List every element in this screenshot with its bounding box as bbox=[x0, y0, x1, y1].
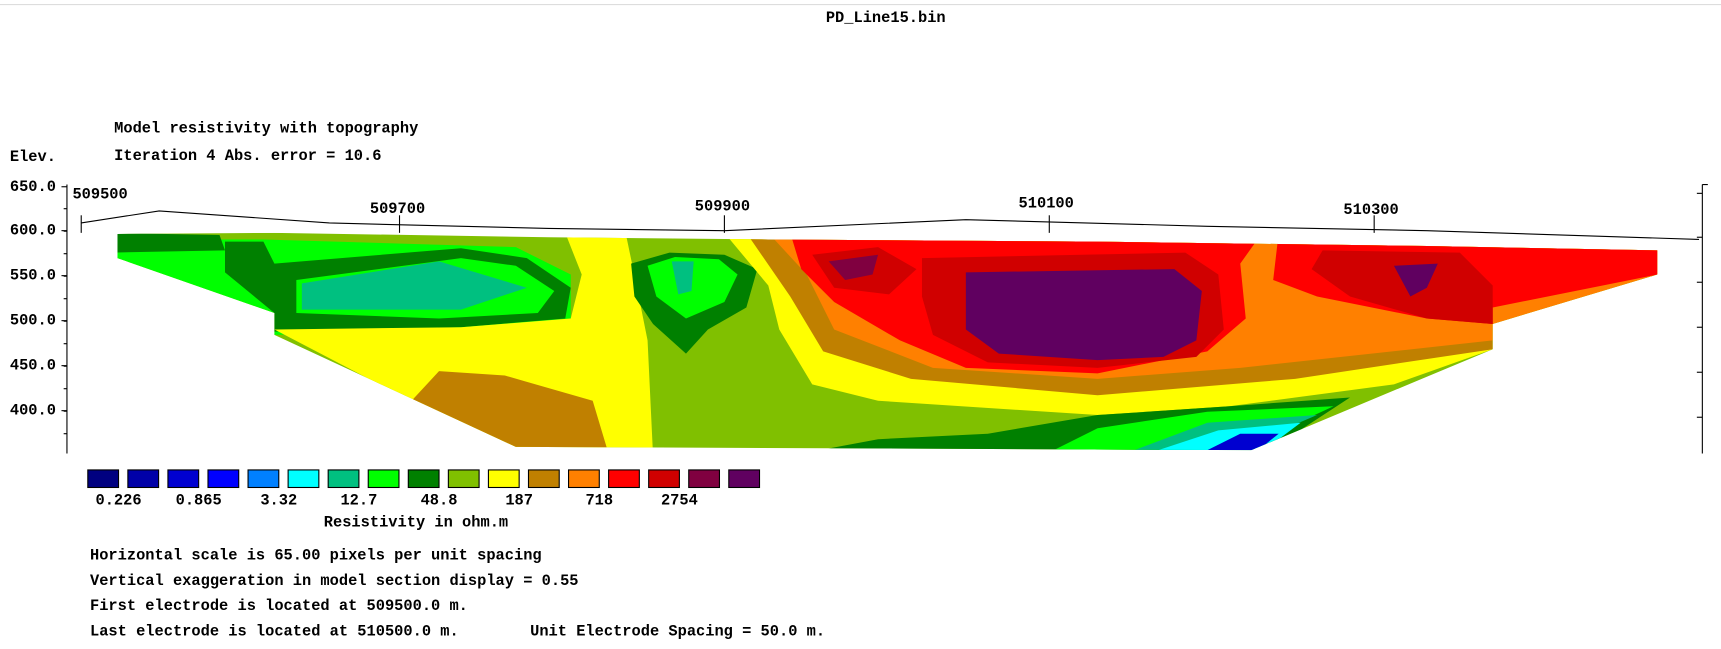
legend-swatch bbox=[567, 469, 600, 489]
distance-label: 509500 bbox=[72, 185, 127, 203]
legend-swatch bbox=[167, 469, 200, 489]
elevation-label: 650.0 bbox=[10, 178, 56, 196]
heading: Model resistivity with topography bbox=[114, 120, 418, 138]
elevation-label: 600.0 bbox=[10, 222, 56, 240]
legend-label: 187 bbox=[505, 492, 533, 510]
legend-label: 12.7 bbox=[340, 492, 377, 510]
legend-label: 48.8 bbox=[421, 492, 458, 510]
file-title: PD_Line15.bin bbox=[826, 9, 946, 27]
legend-swatch bbox=[728, 469, 761, 489]
legend-label: 3.32 bbox=[260, 492, 297, 510]
legend-label: 718 bbox=[585, 492, 613, 510]
legend-swatch bbox=[407, 469, 440, 489]
note: Last electrode is located at 510500.0 m. bbox=[90, 622, 459, 640]
elevation-label: 550.0 bbox=[10, 267, 56, 285]
legend-label: 0.865 bbox=[176, 492, 222, 510]
legend-swatch bbox=[367, 469, 400, 489]
legend-swatch bbox=[127, 469, 160, 489]
elevation-label: 450.0 bbox=[10, 357, 56, 375]
legend-swatch bbox=[247, 469, 280, 489]
legend-swatch bbox=[688, 469, 721, 489]
legend-swatch bbox=[327, 469, 360, 489]
note: Unit Electrode Spacing = 50.0 m. bbox=[530, 622, 825, 640]
legend-swatch bbox=[207, 469, 240, 489]
legend-swatch bbox=[487, 469, 520, 489]
legend-swatch bbox=[287, 469, 320, 489]
note: Vertical exaggeration in model section d… bbox=[90, 572, 579, 590]
elevation-label: 400.0 bbox=[10, 402, 56, 420]
distance-label: 509900 bbox=[695, 198, 750, 216]
distance-label: 510100 bbox=[1019, 194, 1074, 212]
iteration: Iteration 4 Abs. error = 10.6 bbox=[114, 147, 381, 165]
y-axis-label: Elev. bbox=[10, 148, 56, 166]
distance-label: 510300 bbox=[1343, 201, 1398, 219]
legend-label: 2754 bbox=[661, 492, 698, 510]
note: Horizontal scale is 65.00 pixels per uni… bbox=[90, 547, 542, 565]
distance-label: 509700 bbox=[370, 200, 425, 218]
model-section bbox=[117, 232, 1658, 451]
note: First electrode is located at 509500.0 m… bbox=[90, 597, 468, 615]
legend-swatch bbox=[527, 469, 560, 489]
elevation-label: 500.0 bbox=[10, 312, 56, 330]
legend-swatch bbox=[648, 469, 680, 489]
legend-swatch bbox=[447, 469, 480, 489]
legend-swatch bbox=[87, 469, 120, 489]
legend-swatch bbox=[608, 469, 640, 489]
legend-label: 0.226 bbox=[95, 492, 141, 510]
legend-caption: Resistivity in ohm.m bbox=[324, 514, 508, 532]
